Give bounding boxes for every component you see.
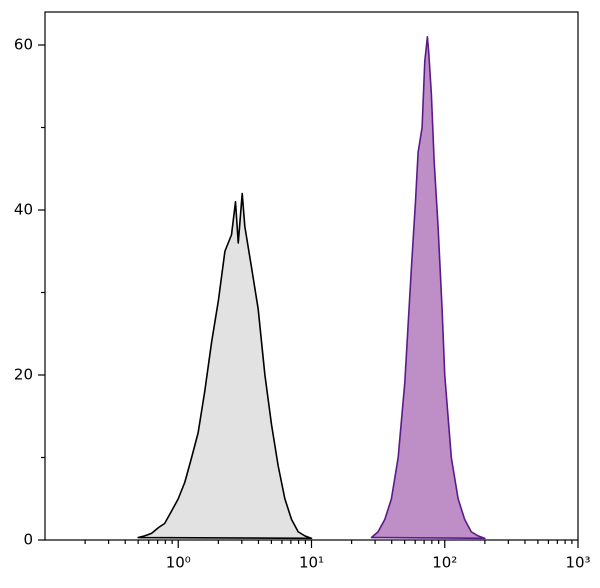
x-tick-label: 10²	[432, 554, 457, 572]
y-tick-label: 20	[14, 366, 33, 384]
plot-frame	[44, 11, 579, 541]
y-tick-label: 40	[14, 201, 33, 219]
histogram-area	[370, 35, 486, 540]
y-tick-label: 0	[23, 531, 33, 549]
histogram-area	[137, 192, 313, 540]
y-tick-label: 60	[14, 36, 33, 54]
x-tick-label: 10⁰	[166, 554, 191, 572]
x-tick-label: 10³	[565, 554, 590, 572]
x-tick-label: 10¹	[299, 554, 324, 572]
